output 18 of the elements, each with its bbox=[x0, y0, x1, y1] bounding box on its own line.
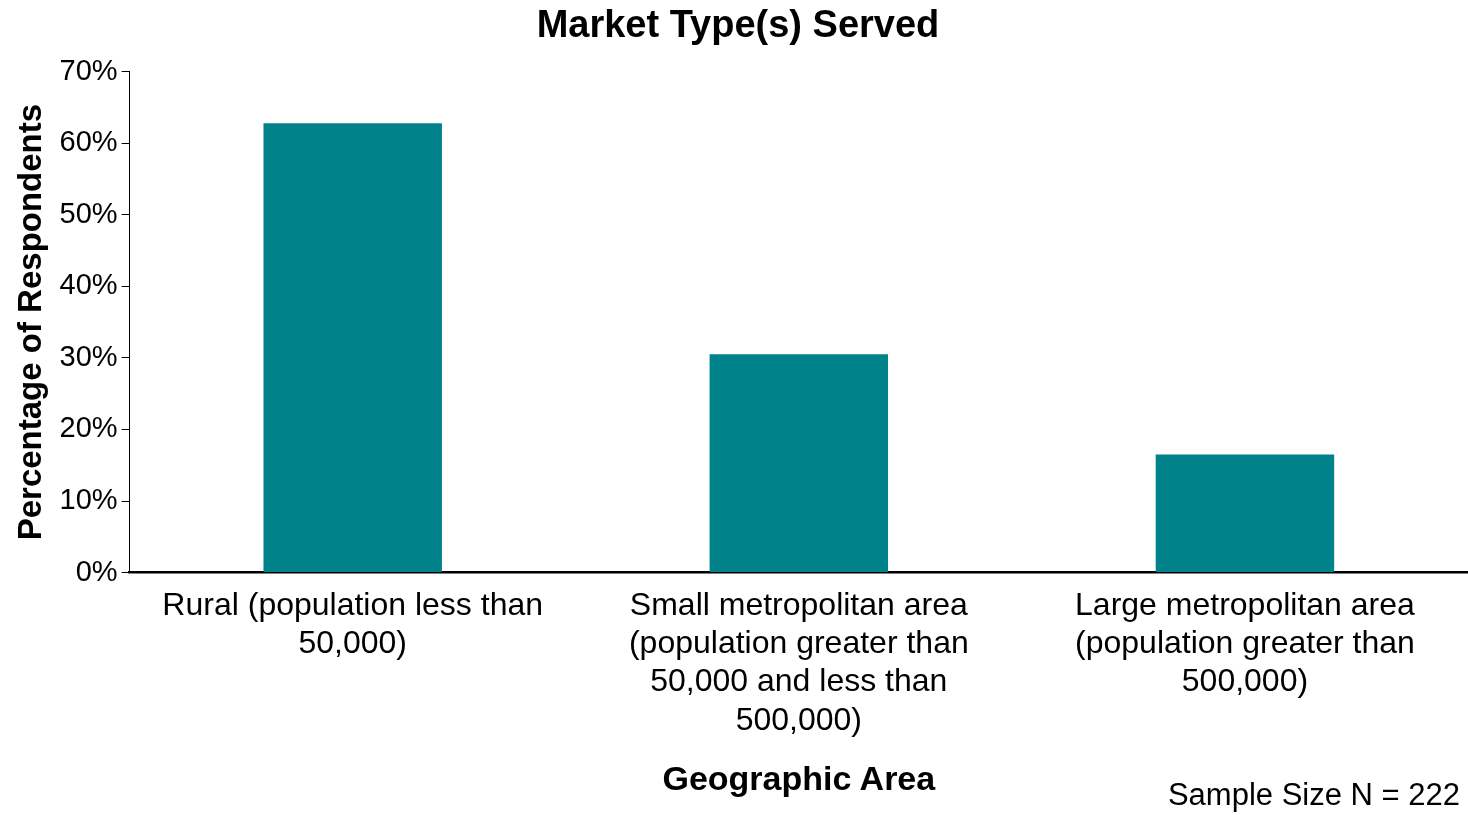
bar bbox=[1155, 454, 1335, 573]
y-tick-label: 60% bbox=[59, 125, 118, 158]
x-tick-label: Large metropolitan area (population greater than 500,000) bbox=[1075, 585, 1416, 699]
x-axis-title: Geographic Area bbox=[662, 758, 937, 797]
y-tick-label: 20% bbox=[59, 411, 118, 444]
y-tick-label: 50% bbox=[59, 196, 118, 229]
chart-title: Market Type(s) Served bbox=[536, 3, 940, 46]
y-tick-label: 70% bbox=[59, 53, 118, 86]
y-tick-label: 0% bbox=[75, 554, 118, 587]
y-axis-title: Percentage of Respondents bbox=[10, 103, 48, 541]
y-tick-label: 10% bbox=[59, 483, 118, 516]
bar bbox=[263, 123, 442, 573]
x-tick-label: Small metropolitan area (population greater than 50,000 and less than 500,000) bbox=[628, 585, 969, 737]
text: Sample Size N = 222 bbox=[1167, 777, 1460, 813]
x-tick-label: Rural (population less than 50,000) bbox=[162, 585, 544, 661]
bar bbox=[709, 354, 889, 573]
y-tick-label: 40% bbox=[59, 268, 118, 301]
y-tick-label: 30% bbox=[59, 339, 118, 372]
